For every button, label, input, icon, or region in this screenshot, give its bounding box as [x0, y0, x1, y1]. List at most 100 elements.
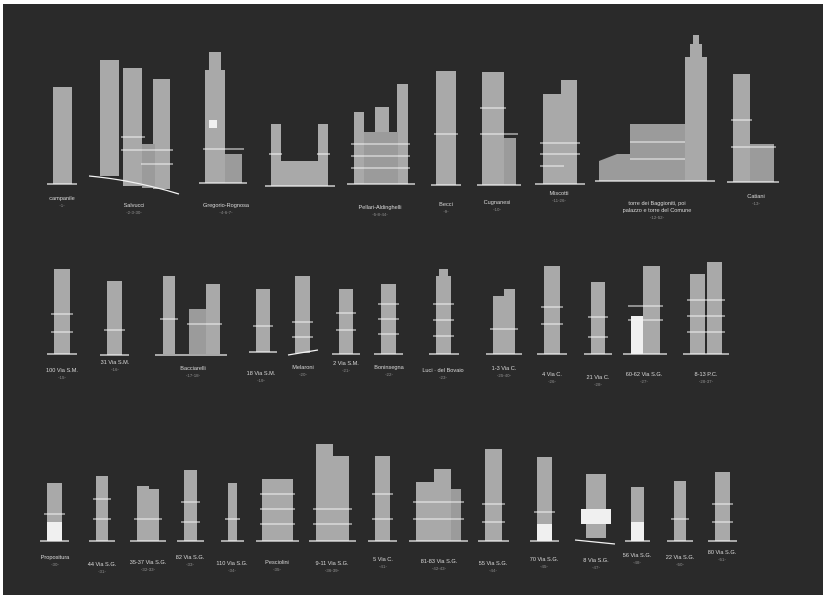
tower-miscotti: Miscotti -11-26- [535, 80, 585, 203]
tower-number: -36-39- [325, 568, 340, 573]
tower-110-via-sg: 110 Via S.G. -34- [216, 483, 248, 573]
tower-18-via-sm: 18 Via S.M. -19- [247, 289, 277, 383]
tower-shaft [504, 289, 515, 354]
tower-label: 56 Via S.G. [623, 553, 652, 559]
tower-label: 31 Via S.M. [101, 360, 130, 366]
tower-shaft [733, 74, 750, 182]
tower-label: 9-11 Via S.G. [315, 561, 349, 567]
tower-label: 8 Via S.G. [583, 558, 609, 564]
tower-shaft [537, 457, 552, 541]
tower-boninsegna: Boninsegna -22- [374, 284, 405, 377]
tower-shaft [591, 282, 605, 354]
white-base [537, 524, 552, 541]
building-block [364, 132, 398, 184]
tower-label-line2: palazzo e torre del Comune [623, 208, 692, 214]
tower-shaft [54, 269, 70, 354]
tower-shaft [53, 87, 72, 184]
tower-number: -33- [186, 562, 194, 567]
building-block [225, 154, 242, 183]
tower-44-via-sg: 44 Via S.G. -31- [88, 476, 117, 574]
tower-shaft [544, 266, 560, 354]
tower-gregorio-rognosa: Gregorio-Rognosa -4-6-7- [199, 52, 250, 215]
tower-shaft [163, 276, 175, 354]
tower-81-83-via-sg: 81-83 Via S.G. -42-43- [409, 469, 468, 571]
tower-shaft [715, 472, 730, 541]
ground-line [287, 349, 319, 356]
building-block [750, 144, 774, 182]
tower-shaft [543, 94, 561, 184]
tower-number: -47- [592, 565, 600, 570]
tower-22-via-sg: 22 Via S.G. -50- [666, 481, 695, 567]
tower-becci: Becci -9- [431, 71, 461, 214]
tower-gregorio-rognosa-base [265, 124, 335, 187]
tower-comune: torre dei Baggioniti, poi palazzo e torr… [595, 35, 715, 220]
window [209, 120, 217, 128]
tower-number: -48- [633, 560, 641, 565]
tower-shaft [96, 476, 108, 541]
white-facade [631, 316, 643, 354]
tower-number: -45- [540, 564, 548, 569]
tower-melaroni: Melaroni -20- [287, 276, 319, 377]
tower-number: -19- [257, 378, 265, 383]
tower-label: Melaroni [292, 365, 313, 371]
tower-catiani: Catiani -13- [727, 74, 779, 206]
tower-4-via-c: 4 Via C. -26- [537, 266, 567, 384]
tower-shaft [137, 486, 149, 541]
tower-pesciolini: Pesciolini -35- [256, 479, 299, 572]
tower-label: 1-3 Via C. [492, 366, 517, 372]
tower-shaft [256, 289, 270, 352]
tower-1-3-via-c: 1-3 Via C. -25-40- [486, 289, 522, 378]
tower-label: Pellari-Aldinghelli [359, 205, 402, 211]
building-block [189, 309, 206, 354]
tower-label: Boninsegna [374, 365, 404, 371]
tower-label: 110 Via S.G. [216, 561, 248, 567]
tower-label: 81-83 Via S.G. [421, 559, 458, 565]
tower-number: -25-40- [497, 373, 512, 378]
tower-31-via-sm: 31 Via S.M. -16- [100, 281, 130, 372]
tower-number: -21- [342, 368, 350, 373]
tower-shaft [354, 112, 364, 184]
tower-shaft [485, 449, 502, 541]
tower-9-11-via-sg: 9-11 Via S.G. -36-39- [309, 444, 356, 573]
tower-shaft [434, 469, 451, 541]
tower-number: -16- [111, 367, 119, 372]
tower-number: -32-33- [141, 567, 156, 572]
tower-shaft [674, 481, 686, 541]
tower-top [690, 44, 702, 58]
tower-70-via-sg: 70 Via S.G. -45- [530, 457, 559, 569]
tower-number: -28-37- [699, 379, 714, 384]
tower-shaft [397, 84, 408, 184]
tower-number: -12-52- [650, 215, 665, 220]
white-facade [581, 509, 611, 524]
ground-line [88, 175, 180, 195]
tower-label: Gregorio-Rognosa [203, 203, 250, 209]
tower-shaft [690, 274, 705, 354]
tower-number: -22- [385, 372, 393, 377]
tower-shaft [375, 456, 390, 541]
tower-number: -44- [489, 568, 497, 573]
tower-5-via-c: 5 Via C. -41- [368, 456, 397, 569]
tower-number: -11-26- [552, 198, 566, 203]
tower-shaft [561, 80, 577, 184]
tower-number: -30- [51, 562, 59, 567]
tower-number: -17-18- [186, 373, 201, 378]
tower-propositura: Propositura -30- [40, 483, 70, 567]
tower-shaft [339, 289, 353, 354]
tower-cugnanesi: Cugnanesi -10- [477, 72, 521, 212]
tower-label: Salvucci [124, 203, 145, 209]
palazzo-block [630, 124, 685, 181]
tower-56-via-sg: 56 Via S.G. -48- [623, 487, 652, 565]
tower-pellari-aldinghelli: Pellari-Aldinghelli -5-8-44- [347, 84, 415, 217]
tower-number: -26- [548, 379, 556, 384]
white-base [47, 522, 62, 541]
tower-number: -15- [58, 375, 66, 380]
tower-label: 44 Via S.G. [88, 562, 117, 568]
tower-8-via-sg: 8 Via S.G. -47- [574, 474, 616, 570]
tower-number: -35- [273, 567, 281, 572]
tower-number: -27- [640, 379, 648, 384]
tower-shaft [206, 284, 220, 354]
tower-label: 21 Via C. [587, 375, 610, 381]
tower-top [209, 52, 221, 72]
tower-label: 4 Via C. [542, 372, 562, 378]
tower-salvucci: Salvucci -2-3-30- [88, 60, 180, 215]
